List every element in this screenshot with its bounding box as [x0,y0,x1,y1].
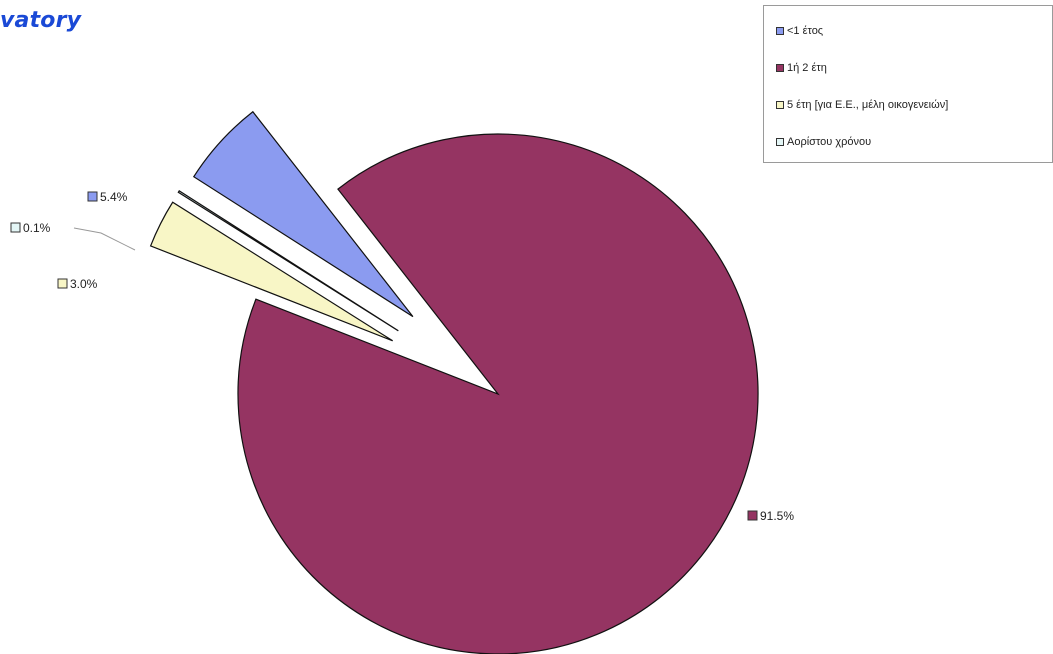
data-label-swatch [747,510,758,521]
legend: <1 έτος 1ή 2 έτη 5 έτη [για Ε.Ε., μέλη ο… [763,5,1053,163]
pie-slice [192,110,414,318]
legend-label: 1ή 2 έτη [787,62,827,74]
logo-text: vatory [0,8,82,33]
data-label: 3.0% [70,277,98,291]
legend-item: <1 έτος [776,25,823,37]
pie-slice [177,190,399,332]
data-label-swatch [10,222,21,233]
legend-label: Αορίστου χρόνου [787,136,872,148]
legend-item: 5 έτη [για Ε.Ε., μέλη οικογενειών] [776,99,948,111]
legend-swatch [776,101,784,109]
legend-item: Αορίστου χρόνου [776,136,871,148]
data-label: 91.5% [760,509,794,523]
data-label-swatch [57,278,68,289]
legend-item: 1ή 2 έτη [776,62,827,74]
legend-label: <1 έτος [787,25,824,37]
legend-swatch [776,27,784,35]
leader-line [73,227,136,251]
data-label: 0.1% [23,221,51,235]
legend-swatch [776,138,784,146]
data-label-swatch [87,191,98,202]
legend-label: 5 έτη [για Ε.Ε., μέλη οικογενειών] [787,99,949,111]
pie-slice [149,201,393,342]
pie-slice [237,133,759,654]
data-label: 5.4% [100,190,128,204]
legend-swatch [776,64,784,72]
